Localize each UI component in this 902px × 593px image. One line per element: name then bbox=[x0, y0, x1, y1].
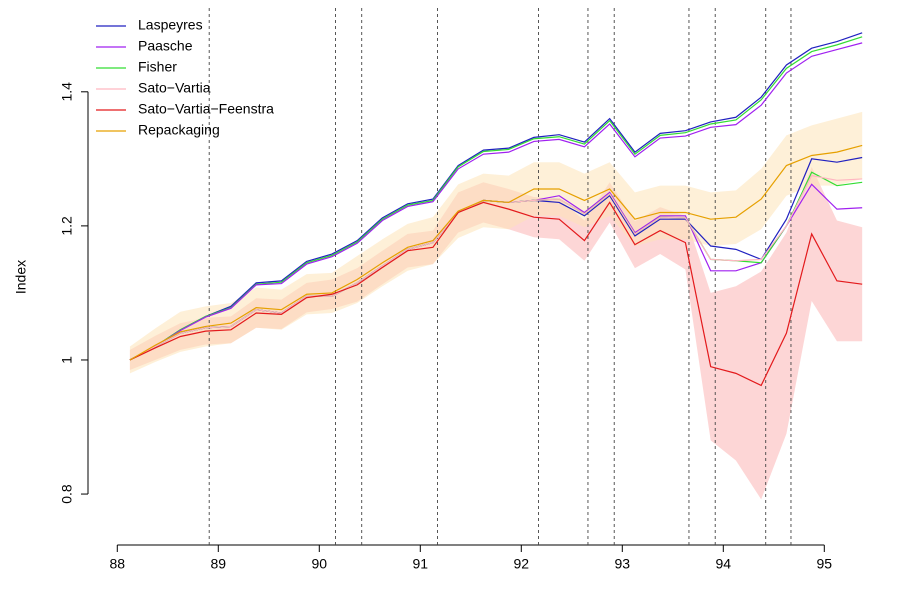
x-tick-label: 93 bbox=[615, 556, 631, 572]
x-tick-label: 88 bbox=[110, 556, 126, 572]
series-line bbox=[129, 144, 863, 361]
legend-label: Repackaging bbox=[138, 122, 220, 138]
confidence-band bbox=[129, 111, 863, 374]
legend-label: Sato−Vartia−Feenstra bbox=[138, 101, 274, 117]
x-tick-label: 94 bbox=[716, 556, 732, 572]
y-tick-label: 1 bbox=[59, 356, 75, 364]
x-tick-label: 92 bbox=[514, 556, 530, 572]
series-line bbox=[129, 32, 863, 361]
legend-label: Paasche bbox=[138, 38, 193, 54]
y-tick-label: 0.8 bbox=[59, 484, 75, 504]
y-tick-label: 1.2 bbox=[59, 216, 75, 236]
confidence-band bbox=[129, 166, 863, 500]
x-tick-label: 89 bbox=[211, 556, 227, 572]
legend-label: Fisher bbox=[138, 59, 177, 75]
x-tick-label: 91 bbox=[413, 556, 429, 572]
x-tick-label: 90 bbox=[312, 556, 328, 572]
y-tick-label: 1.4 bbox=[59, 82, 75, 102]
x-tick-label: 95 bbox=[817, 556, 833, 572]
legend-label: Sato−Vartia bbox=[138, 80, 211, 96]
y-axis-label: Index bbox=[13, 260, 29, 294]
legend-label: Laspeyres bbox=[138, 17, 203, 33]
series-line bbox=[129, 201, 863, 387]
series-line bbox=[129, 42, 863, 361]
